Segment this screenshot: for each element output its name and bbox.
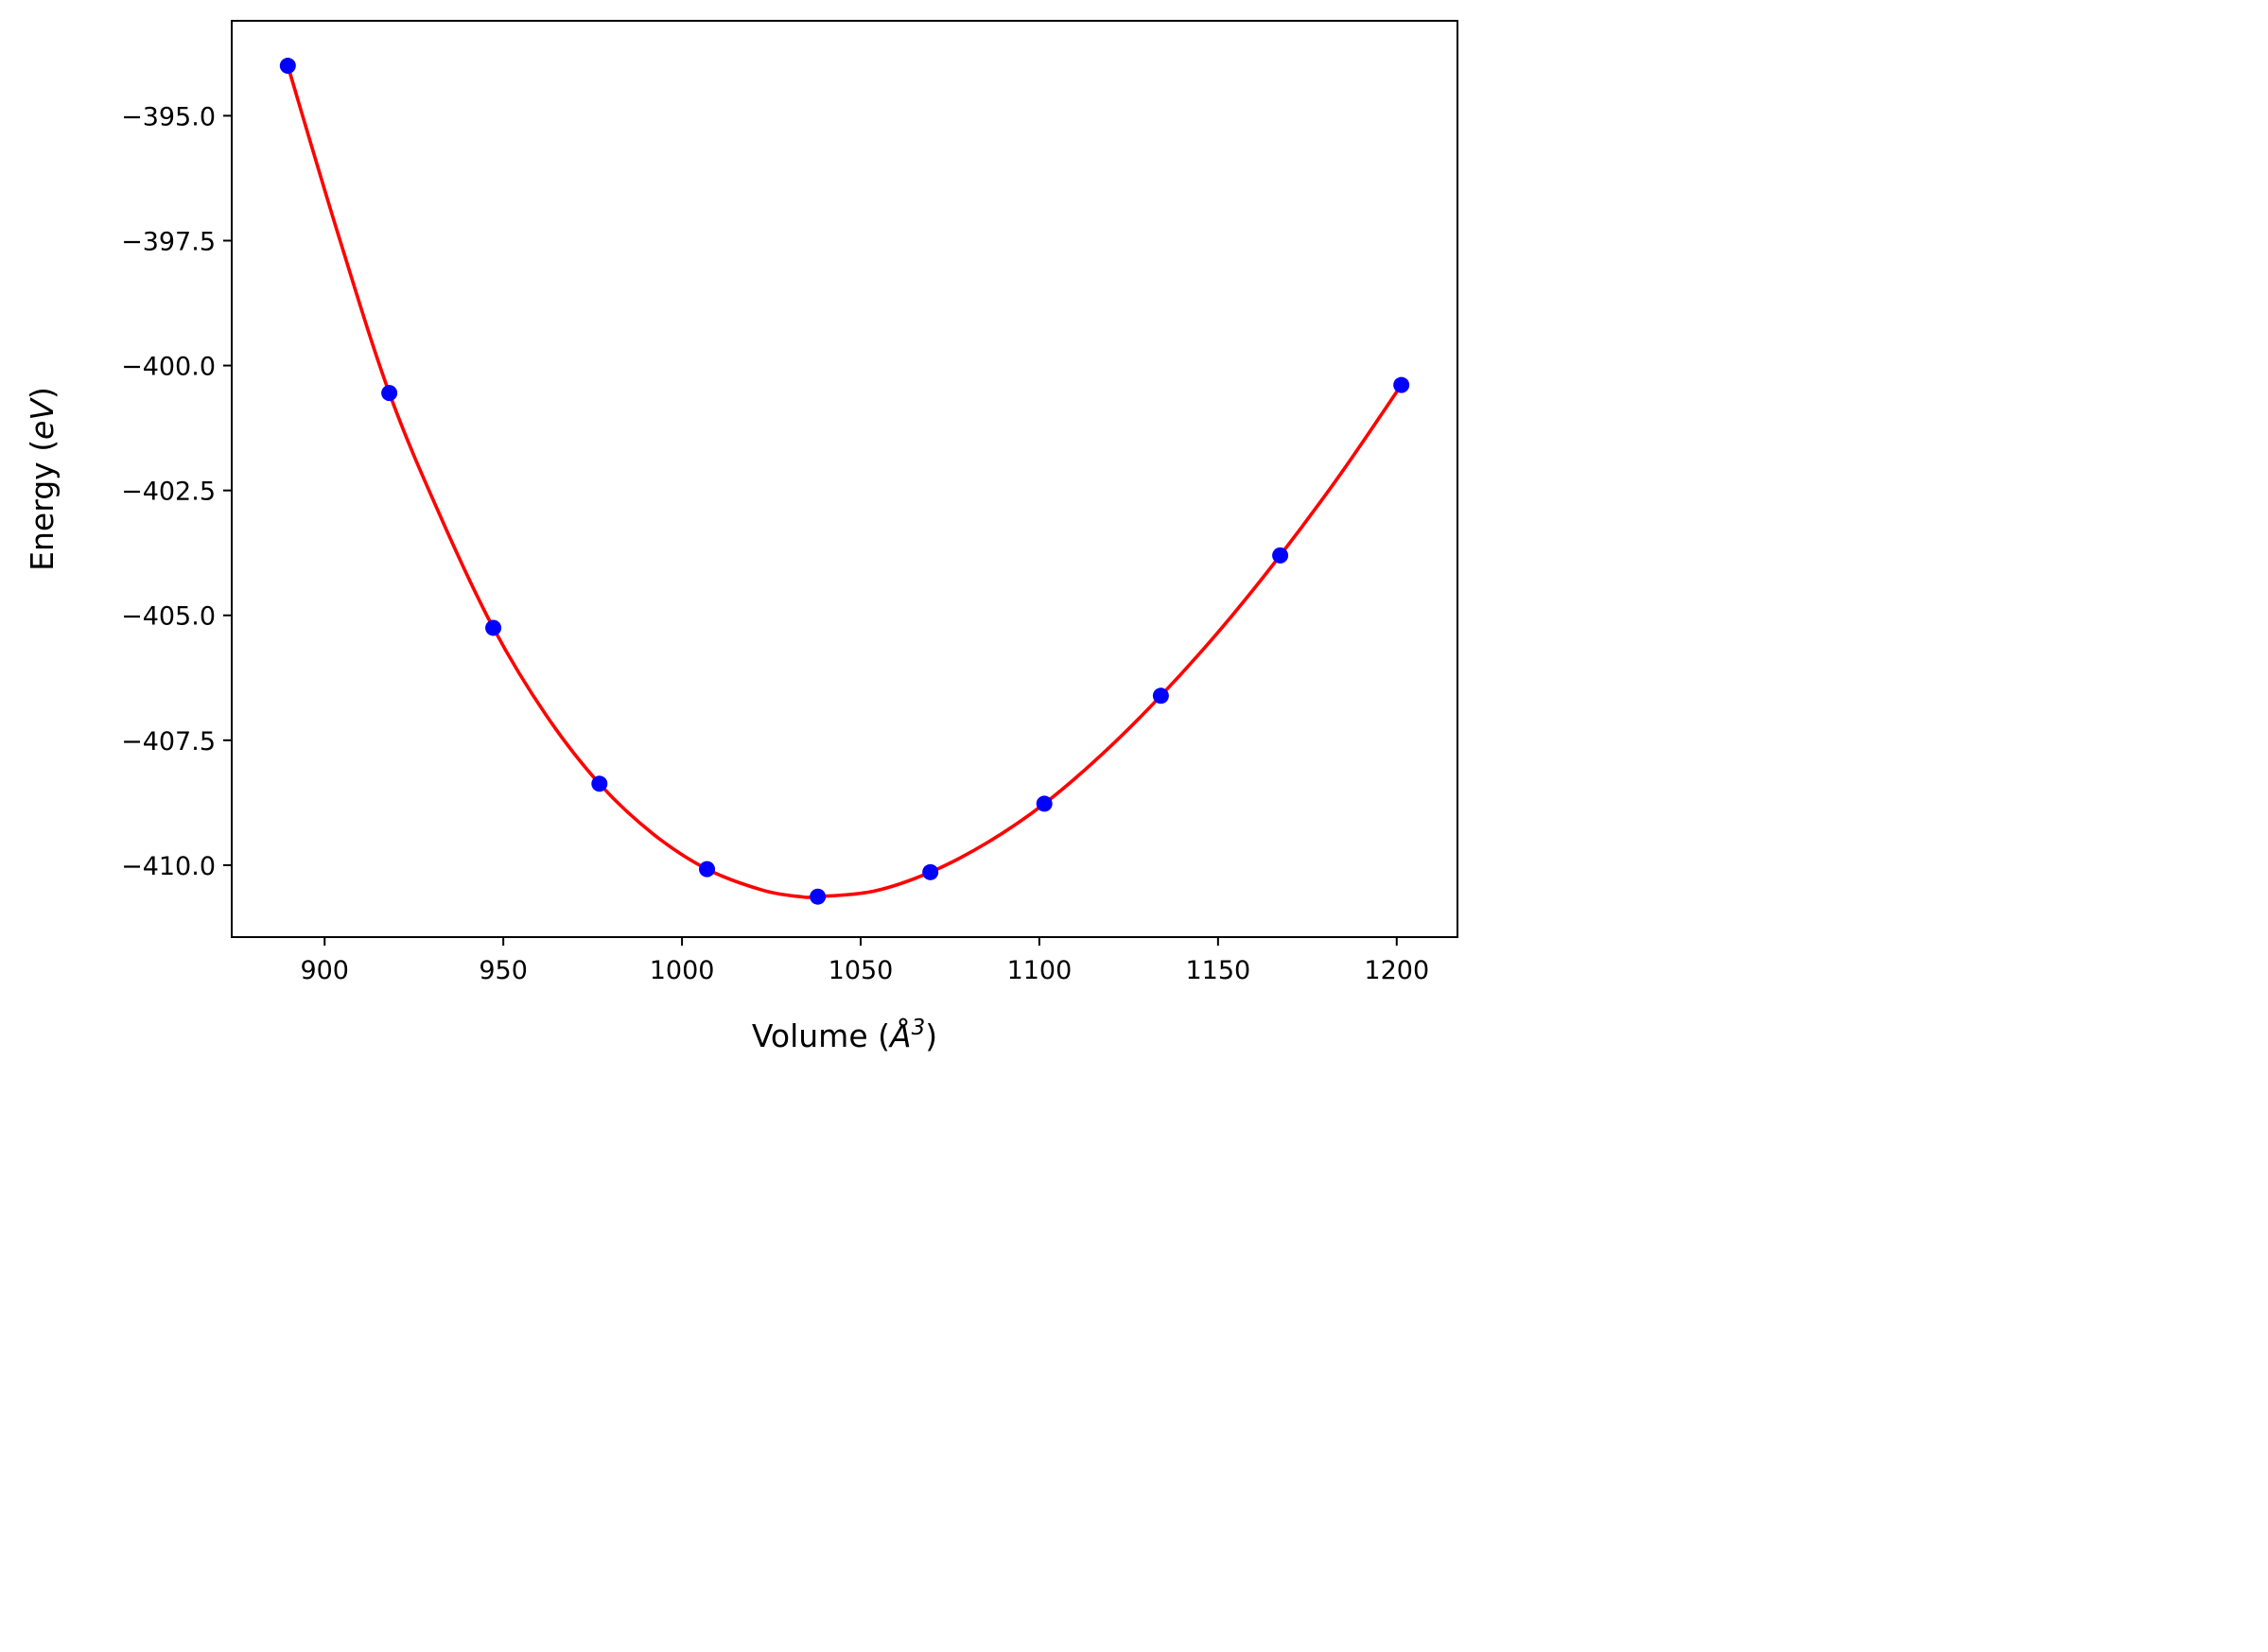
x-tick-label: 1100 <box>1007 956 1073 985</box>
data-point <box>591 775 608 792</box>
y-tick-label: −397.5 <box>121 227 216 256</box>
data-point <box>1272 547 1289 564</box>
x-tick-label: 1000 <box>650 956 715 985</box>
y-tick-label: −410.0 <box>121 852 216 881</box>
figure-background <box>0 0 1483 1080</box>
y-tick-label: −400.0 <box>121 353 216 382</box>
plot-area <box>279 58 1410 905</box>
x-tick-label: 900 <box>300 956 349 985</box>
x-axis-label-prefix: Volume ( <box>752 1017 890 1054</box>
data-point <box>279 58 296 75</box>
data-point <box>1036 795 1053 812</box>
y-tick-label: −407.5 <box>121 727 216 756</box>
data-point <box>381 385 398 402</box>
series-group <box>286 65 1404 899</box>
x-axis-label: Volume (Å3) <box>752 1016 937 1054</box>
data-point <box>922 863 939 880</box>
axes-frame <box>231 20 1458 938</box>
y-axis-label-unit: eV <box>24 397 61 440</box>
x-tick-label: 1200 <box>1364 956 1429 985</box>
data-point <box>699 861 716 878</box>
chart-svg: 900 950 1000 1050 1100 1150 1200 −395.0 −397.5 −4… <box>0 0 1483 1080</box>
chart-figure: 900 950 1000 1050 1100 1150 1200 −395.0 −397.5 −4… <box>0 0 1483 1080</box>
y-axis-label-suffix: ) <box>24 387 61 399</box>
y-tick-label: −402.5 <box>121 478 216 507</box>
y-tick-label: −405.0 <box>121 602 216 632</box>
y-axis-label-prefix: Energy ( <box>24 440 61 571</box>
data-point <box>485 619 502 636</box>
x-axis-label-suffix: ) <box>925 1017 937 1054</box>
x-tick-label: 950 <box>479 956 528 985</box>
x-tick-label: 1050 <box>829 956 894 985</box>
x-axis-label-power: 3 <box>912 1016 926 1040</box>
x-tick-label: 1150 <box>1185 956 1250 985</box>
axes: 900 950 1000 1050 1100 1150 1200 −395.0 −397.5 −4… <box>121 20 1458 985</box>
x-axis-label-symbol: Å <box>888 1017 912 1054</box>
data-point <box>1152 687 1169 704</box>
data-point <box>1393 376 1410 393</box>
y-tick-label: −395.0 <box>121 102 216 131</box>
fit-curve-line <box>286 65 1404 899</box>
y-axis-label: Energy (eV) <box>24 387 61 571</box>
data-point <box>810 888 827 905</box>
